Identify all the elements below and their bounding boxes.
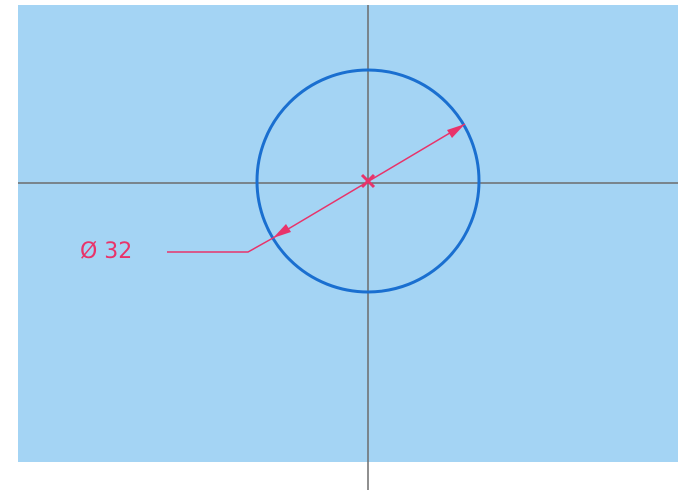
- center-mark: [360, 173, 376, 189]
- sketch-canvas: [18, 5, 678, 462]
- arrowhead: [447, 124, 465, 138]
- arrowhead: [273, 224, 291, 238]
- leader-line: [167, 237, 274, 253]
- dimension-label: Ø 32: [80, 239, 132, 264]
- circle: [255, 68, 481, 294]
